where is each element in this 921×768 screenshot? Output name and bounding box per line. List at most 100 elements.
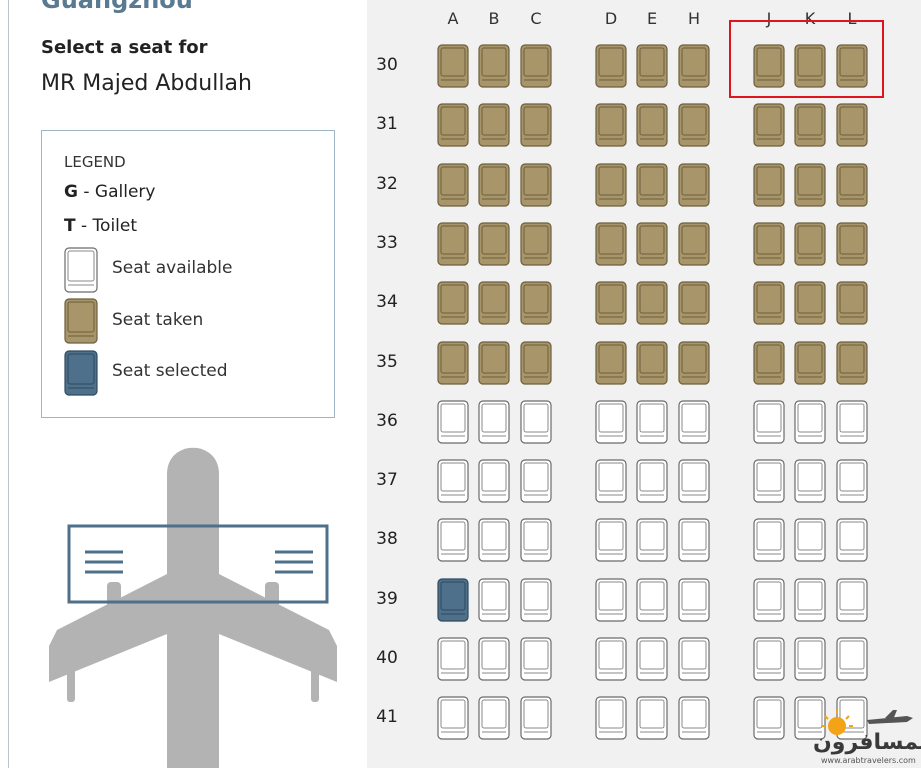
seat-taken-icon — [64, 298, 98, 344]
seat-30k-taken — [794, 44, 826, 88]
seat-41j-available[interactable] — [753, 696, 785, 740]
column-label-l: L — [847, 9, 857, 28]
seat-37l-available[interactable] — [836, 459, 868, 503]
seat-35h-taken — [678, 340, 710, 385]
seat-40h-available[interactable] — [678, 637, 710, 681]
seat-34d-taken — [595, 281, 627, 325]
seat-38d-available[interactable] — [595, 518, 627, 562]
seat-41k-available[interactable] — [794, 696, 826, 740]
seat-37c-available[interactable] — [520, 459, 552, 503]
seat-30e-taken — [636, 44, 668, 88]
seat-41c-available[interactable] — [520, 696, 552, 740]
seat-38j-available[interactable] — [753, 518, 785, 562]
seat-legend: LEGEND G - Gallery T - Toilet Seat avail… — [41, 130, 335, 418]
seat-39a-selected[interactable] — [437, 578, 469, 622]
column-label-e: E — [646, 9, 658, 28]
seat-30j-taken — [753, 44, 785, 88]
seat-40k-available[interactable] — [794, 637, 826, 681]
seat-41e-available[interactable] — [636, 696, 668, 740]
seat-35b-taken — [478, 340, 510, 385]
seat-32b-taken — [478, 162, 510, 207]
seat-38a-available[interactable] — [437, 518, 469, 562]
seat-40j-available[interactable] — [753, 637, 785, 681]
seat-34b-taken — [478, 281, 510, 325]
seat-40e-available[interactable] — [636, 637, 668, 681]
seat-36l-available[interactable] — [836, 400, 868, 444]
select-seat-label: Select a seat for — [41, 37, 208, 58]
destination-title: Guangzhou — [41, 0, 193, 14]
row-label-33: 33 — [376, 232, 398, 253]
seat-32e-taken — [636, 162, 668, 207]
row-label-36: 36 — [376, 410, 398, 431]
seat-34k-taken — [794, 281, 826, 325]
seat-41b-available[interactable] — [478, 696, 510, 740]
seat-37b-available[interactable] — [478, 459, 510, 503]
seat-36k-available[interactable] — [794, 400, 826, 444]
row-label-34: 34 — [376, 292, 398, 313]
seat-31e-taken — [636, 103, 668, 147]
seat-40c-available[interactable] — [520, 637, 552, 681]
seat-31k-taken — [794, 103, 826, 147]
seat-33c-taken — [520, 222, 552, 266]
seat-32l-taken — [836, 162, 868, 207]
seat-selected-label: Seat selected — [112, 361, 228, 381]
seat-36b-available[interactable] — [478, 400, 510, 444]
seat-30h-taken — [678, 44, 710, 88]
seat-39k-available[interactable] — [794, 578, 826, 622]
seat-33b-taken — [478, 222, 510, 266]
row-label-31: 31 — [376, 114, 398, 135]
seat-36h-available[interactable] — [678, 400, 710, 444]
seat-38l-available[interactable] — [836, 518, 868, 562]
seat-41d-available[interactable] — [595, 696, 627, 740]
legend-gallery: G - Gallery — [64, 182, 155, 202]
seat-36e-available[interactable] — [636, 400, 668, 444]
seat-37j-available[interactable] — [753, 459, 785, 503]
row-label-32: 32 — [376, 173, 398, 194]
row-label-35: 35 — [376, 351, 398, 372]
seat-37h-available[interactable] — [678, 459, 710, 503]
seat-36d-available[interactable] — [595, 400, 627, 444]
seat-41a-available[interactable] — [437, 696, 469, 740]
row-label-39: 39 — [376, 588, 398, 609]
seat-36j-available[interactable] — [753, 400, 785, 444]
seat-38h-available[interactable] — [678, 518, 710, 562]
seat-37k-available[interactable] — [794, 459, 826, 503]
seat-31l-taken — [836, 103, 868, 147]
seat-40d-available[interactable] — [595, 637, 627, 681]
seat-31d-taken — [595, 103, 627, 147]
seat-38c-available[interactable] — [520, 518, 552, 562]
seat-35j-taken — [753, 340, 785, 385]
seat-40l-available[interactable] — [836, 637, 868, 681]
seat-33h-taken — [678, 222, 710, 266]
seat-41h-available[interactable] — [678, 696, 710, 740]
seat-39c-available[interactable] — [520, 578, 552, 622]
column-label-j: J — [766, 9, 772, 28]
seat-35k-taken — [794, 340, 826, 385]
seat-37e-available[interactable] — [636, 459, 668, 503]
seat-39l-available[interactable] — [836, 578, 868, 622]
seat-33d-taken — [595, 222, 627, 266]
seat-33l-taken — [836, 222, 868, 266]
aircraft-diagram-icon — [49, 447, 337, 768]
seat-34e-taken — [636, 281, 668, 325]
seat-37d-available[interactable] — [595, 459, 627, 503]
seat-38b-available[interactable] — [478, 518, 510, 562]
seat-38e-available[interactable] — [636, 518, 668, 562]
seat-39h-available[interactable] — [678, 578, 710, 622]
seat-37a-available[interactable] — [437, 459, 469, 503]
seat-36c-available[interactable] — [520, 400, 552, 444]
seat-40b-available[interactable] — [478, 637, 510, 681]
seat-32c-taken — [520, 162, 552, 207]
seat-36a-available[interactable] — [437, 400, 469, 444]
seat-39e-available[interactable] — [636, 578, 668, 622]
seat-32d-taken — [595, 162, 627, 207]
seat-35e-taken — [636, 340, 668, 385]
seat-39d-available[interactable] — [595, 578, 627, 622]
seat-39j-available[interactable] — [753, 578, 785, 622]
highlight-box — [729, 20, 884, 98]
watermark-url: www.arabtravelers.com — [821, 756, 916, 765]
seat-38k-available[interactable] — [794, 518, 826, 562]
column-label-a: A — [447, 9, 459, 28]
seat-39b-available[interactable] — [478, 578, 510, 622]
seat-40a-available[interactable] — [437, 637, 469, 681]
